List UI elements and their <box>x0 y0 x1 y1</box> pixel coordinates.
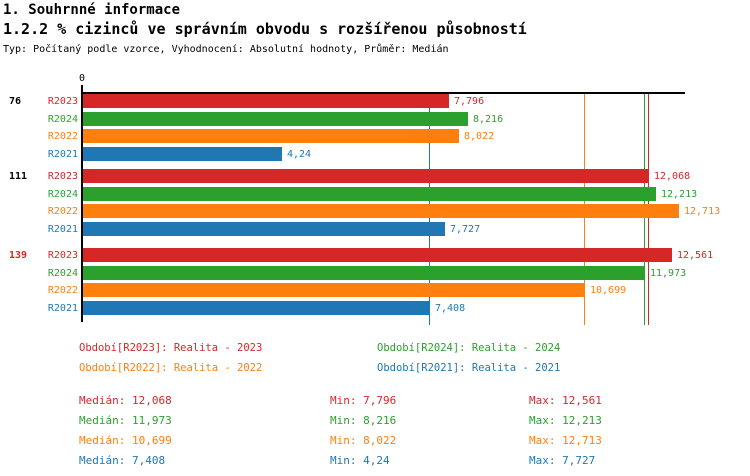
top-axis-line <box>81 92 685 94</box>
x-axis-zero-label: 0 <box>79 73 86 84</box>
stat-median: Medián: 10,699 <box>79 434 172 447</box>
stat-min: Min: 4,24 <box>330 454 390 467</box>
chart-title: 1.2.2 % cizinců ve správním obvodu s roz… <box>3 20 527 38</box>
bar-value-label: 10,699 <box>590 285 627 296</box>
bar <box>83 283 585 297</box>
bar-value-label: 11,973 <box>650 268 687 279</box>
bar-value-label: 12,561 <box>677 250 714 261</box>
legend-item-r2021: Období[R2021]: Realita - 2021 <box>377 362 561 374</box>
bar-value-label: 8,216 <box>473 114 504 125</box>
stat-median: Medián: 7,408 <box>79 454 166 467</box>
stat-median: Medián: 11,973 <box>79 414 172 427</box>
bar <box>83 112 468 126</box>
stat-max: Max: 7,727 <box>529 454 596 467</box>
legend-item-r2024: Období[R2024]: Realita - 2024 <box>377 342 561 354</box>
bar-value-label: 12,213 <box>661 189 698 200</box>
bar-series-label: R2022 <box>47 131 78 142</box>
bar-series-label: R2022 <box>47 285 78 296</box>
bar-value-label: 7,727 <box>450 224 481 235</box>
stat-max: Max: 12,713 <box>529 434 602 447</box>
stat-max: Max: 12,561 <box>529 394 602 407</box>
bar <box>83 266 645 280</box>
chart-subtitle: Typ: Počítaný podle vzorce, Vyhodnocení:… <box>3 44 449 55</box>
bar-value-label: 12,068 <box>654 171 691 182</box>
bar <box>83 169 649 183</box>
stat-max: Max: 12,213 <box>529 414 602 427</box>
bar-value-label: 7,408 <box>435 303 466 314</box>
bar-series-label: R2024 <box>47 114 78 125</box>
bar <box>83 129 459 143</box>
bar-value-label: 12,713 <box>684 206 721 217</box>
bar-series-label: R2021 <box>47 224 78 235</box>
legend-item-r2023: Období[R2023]: Realita - 2023 <box>79 342 263 354</box>
bar-series-label: R2023 <box>47 250 78 261</box>
bar <box>83 248 672 262</box>
bar-series-label: R2021 <box>47 149 78 160</box>
bar <box>83 204 679 218</box>
group-label: 111 <box>9 171 28 182</box>
stat-median: Medián: 12,068 <box>79 394 172 407</box>
y-axis-line <box>81 85 83 322</box>
group-label: 139 <box>9 250 28 261</box>
bar-value-label: 7,796 <box>454 96 485 107</box>
bar <box>83 222 445 236</box>
bar <box>83 94 449 108</box>
bar <box>83 147 282 161</box>
bar-series-label: R2023 <box>47 171 78 182</box>
bar-series-label: R2021 <box>47 303 78 314</box>
bar-series-label: R2024 <box>47 189 78 200</box>
stat-min: Min: 8,216 <box>330 414 397 427</box>
bar-series-label: R2024 <box>47 268 78 279</box>
bar-series-label: R2022 <box>47 206 78 217</box>
group-label: 76 <box>9 96 22 107</box>
bar <box>83 187 656 201</box>
stat-min: Min: 8,022 <box>330 434 397 447</box>
bar-series-label: R2023 <box>47 96 78 107</box>
legend-item-r2022: Období[R2022]: Realita - 2022 <box>79 362 263 374</box>
bar-value-label: 4,24 <box>287 149 312 160</box>
stat-min: Min: 7,796 <box>330 394 397 407</box>
bar <box>83 301 430 315</box>
page-title: 1. Souhrnné informace <box>3 2 181 18</box>
bar-value-label: 8,022 <box>464 131 495 142</box>
